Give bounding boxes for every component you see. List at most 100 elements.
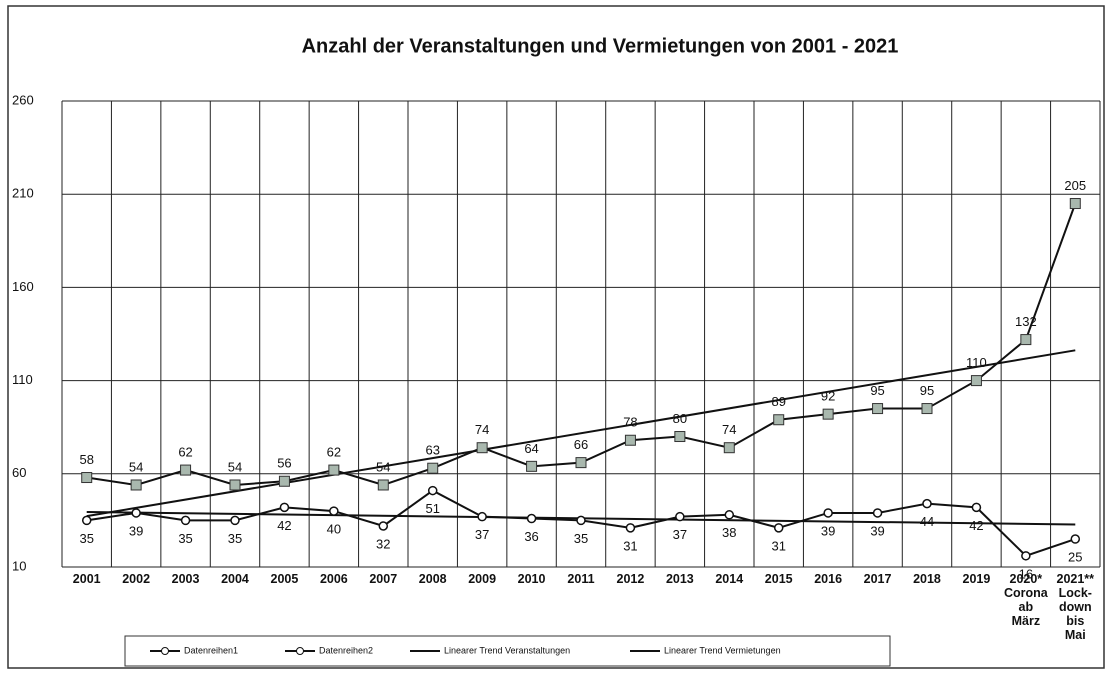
marker	[130, 479, 142, 491]
marker	[576, 515, 586, 526]
data-label: 62	[327, 445, 341, 460]
marker	[971, 502, 982, 513]
x-tick-label: 2020* Corona ab März	[1003, 572, 1048, 628]
x-tick-label: 2004	[221, 572, 249, 586]
x-tick-label-box: 2018	[913, 572, 941, 586]
marker	[872, 403, 884, 415]
marker	[131, 508, 141, 518]
data-label: 64	[524, 441, 538, 456]
data-label: 54	[129, 459, 143, 474]
y-tick-label: 260	[12, 92, 34, 107]
x-tick-label: 2010	[517, 572, 546, 586]
x-tick-label: 2003	[171, 572, 200, 586]
x-tick-label: 2005	[270, 572, 299, 586]
data-label: 25	[1068, 549, 1082, 564]
x-tick-label-box: 2007	[369, 572, 398, 586]
data-label: 31	[623, 538, 637, 553]
data-label: 42	[277, 518, 291, 533]
data-label: 39	[870, 523, 884, 538]
marker	[1021, 551, 1031, 561]
marker	[81, 515, 92, 526]
marker	[278, 475, 290, 487]
data-label: 36	[524, 529, 538, 544]
x-tick-label-box: 2008	[418, 572, 447, 586]
trend-line	[86, 349, 1076, 518]
marker	[526, 513, 537, 524]
marker	[427, 485, 438, 496]
x-tick-label-box: 2017	[864, 572, 892, 586]
marker	[624, 434, 636, 446]
x-tick-label-box: 2011	[567, 572, 595, 586]
x-tick-label: 2015	[764, 572, 793, 586]
y-tick-label: 60	[12, 465, 26, 480]
marker	[970, 375, 982, 387]
x-tick-label-box: 2019	[963, 572, 991, 586]
data-label: 39	[129, 523, 143, 538]
legend-box	[124, 635, 891, 667]
x-tick-label: 2012	[616, 572, 645, 586]
data-label: 31	[771, 538, 785, 553]
x-tick-label-box: 2003	[171, 572, 200, 586]
data-label: 37	[475, 527, 489, 542]
data-label: 54	[376, 459, 390, 474]
x-tick-label-box: 2014	[715, 572, 743, 586]
x-tick-label-box: 2010	[517, 572, 546, 586]
legend-label: Datenreihen1	[184, 645, 238, 655]
marker	[229, 479, 241, 491]
x-tick-label-box: 2001	[73, 572, 101, 586]
data-label: 95	[870, 383, 884, 398]
marker	[1069, 198, 1081, 210]
x-tick-label-box: 2012	[616, 572, 645, 586]
data-label: 58	[79, 452, 93, 467]
x-tick-label: 2007	[369, 572, 398, 586]
x-tick-label: 2008	[418, 572, 447, 586]
marker	[81, 472, 93, 484]
marker	[1020, 334, 1032, 346]
data-label: 78	[623, 415, 637, 430]
data-label: 39	[821, 523, 835, 538]
x-tick-label-box: 2006	[320, 572, 348, 586]
data-label: 132	[1015, 314, 1037, 329]
x-tick-label-box: 2021** Lock- down bis Mai	[1056, 572, 1095, 642]
x-tick-label: 2013	[665, 572, 694, 586]
x-tick-label: 2018	[913, 572, 941, 586]
x-tick-label-box: 2004	[221, 572, 249, 586]
data-label: 35	[574, 531, 588, 546]
x-tick-label: 2021** Lock- down bis Mai	[1056, 572, 1095, 642]
legend-marker	[161, 647, 169, 655]
marker	[723, 442, 735, 454]
chart-title: Anzahl der Veranstaltungen und Vermietun…	[302, 35, 899, 57]
marker	[773, 414, 785, 426]
legend-label: Linearer Trend Vermietungen	[664, 645, 781, 655]
x-tick-label-box: 2005	[270, 572, 299, 586]
marker	[823, 508, 833, 518]
data-label: 74	[475, 422, 489, 437]
marker	[575, 457, 587, 469]
data-label: 35	[228, 531, 242, 546]
x-tick-label: 2009	[468, 572, 497, 586]
marker	[1070, 534, 1081, 544]
data-label: 74	[722, 422, 736, 437]
data-label: 35	[178, 531, 192, 546]
x-tick-label-box: 2002	[122, 572, 150, 586]
marker	[180, 464, 192, 476]
x-tick-label-box: 2009	[468, 572, 497, 586]
marker	[378, 521, 389, 531]
marker	[921, 403, 933, 415]
x-tick-label-box: 2020* Corona ab März	[1003, 572, 1048, 628]
legend-label: Datenreihen2	[319, 645, 373, 655]
data-label: 66	[574, 437, 588, 452]
data-label: 56	[277, 456, 291, 471]
data-label: 205	[1064, 178, 1086, 193]
marker	[377, 479, 389, 491]
y-tick-label: 160	[12, 279, 34, 294]
data-label: 89	[771, 394, 785, 409]
marker	[180, 515, 191, 526]
data-label: 32	[376, 536, 390, 551]
legend-marker	[296, 647, 304, 655]
data-label: 51	[425, 501, 439, 516]
marker	[922, 498, 932, 509]
x-tick-label: 2011	[567, 572, 595, 586]
marker	[625, 523, 636, 533]
data-label: 42	[969, 518, 983, 533]
